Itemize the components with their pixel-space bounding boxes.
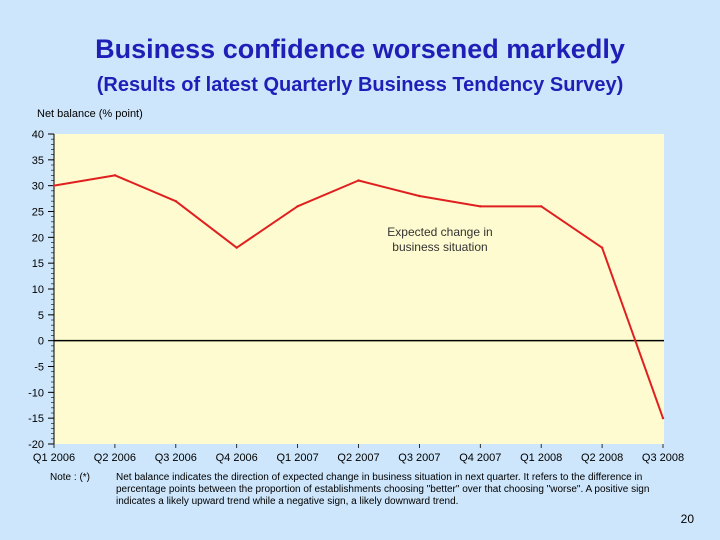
x-tick-label: Q2 2008 [581,452,623,464]
y-tick-label: -10 [28,387,44,399]
page-number: 20 [680,512,694,526]
data-point [174,199,177,203]
data-point [235,246,238,249]
y-tick-label: 5 [38,310,44,322]
y-tick-label: 35 [32,155,44,167]
x-tick-label: Q3 2006 [155,452,197,464]
x-tick-label: Q1 2008 [520,452,562,464]
series-annotation-line-2: business situation [392,240,487,254]
data-point [357,179,360,182]
y-tick-label: 25 [32,207,44,219]
x-tick-label: Q4 2007 [459,452,501,464]
x-tick-label: Q2 2006 [94,452,136,464]
x-tick-label: Q3 2007 [398,452,440,464]
y-tick-label: -20 [28,439,44,451]
x-tick-label: Q2 2007 [337,452,379,464]
data-point [418,194,421,198]
y-tick-label: 0 [38,336,44,348]
slide-title: Business confidence worsened markedly [95,34,625,64]
data-point [479,205,482,208]
x-tick-label: Q4 2006 [216,452,258,464]
note-text: Net balance indicates the direction of e… [116,472,650,507]
y-tick-label: 10 [32,284,44,296]
y-axis-label: Net balance (% point) [37,108,143,120]
x-axis-ticks: Q1 2006 Q2 2006 Q3 2006 Q4 2006 Q1 2007 Q2 20… [33,444,684,464]
y-tick-label: 15 [32,258,44,270]
y-tick-label: 40 [32,129,44,141]
y-axis-ticks: 40 35 30 25 20 15 10 5 0 -5 -10 -15 -20 [28,129,54,451]
y-tick-label: 30 [32,181,44,193]
data-point [600,246,604,249]
plot-area [54,134,664,444]
data-point [296,205,299,208]
series-points [52,174,665,420]
x-tick-label: Q3 2008 [642,452,684,464]
data-point [113,174,117,177]
slide-subtitle: (Results of latest Quarterly Business Te… [96,74,624,96]
x-tick-label: Q1 2007 [276,452,318,464]
note-label: Note : (*) [50,472,91,483]
series-annotation-line-1: Expected change in [387,225,492,239]
data-point [52,184,56,187]
y-tick-label: -15 [28,413,44,425]
y-tick-label: 20 [32,232,44,244]
data-point [540,205,543,208]
data-point [661,416,665,420]
y-tick-label: -5 [34,362,44,374]
x-tick-label: Q1 2006 [33,452,75,464]
